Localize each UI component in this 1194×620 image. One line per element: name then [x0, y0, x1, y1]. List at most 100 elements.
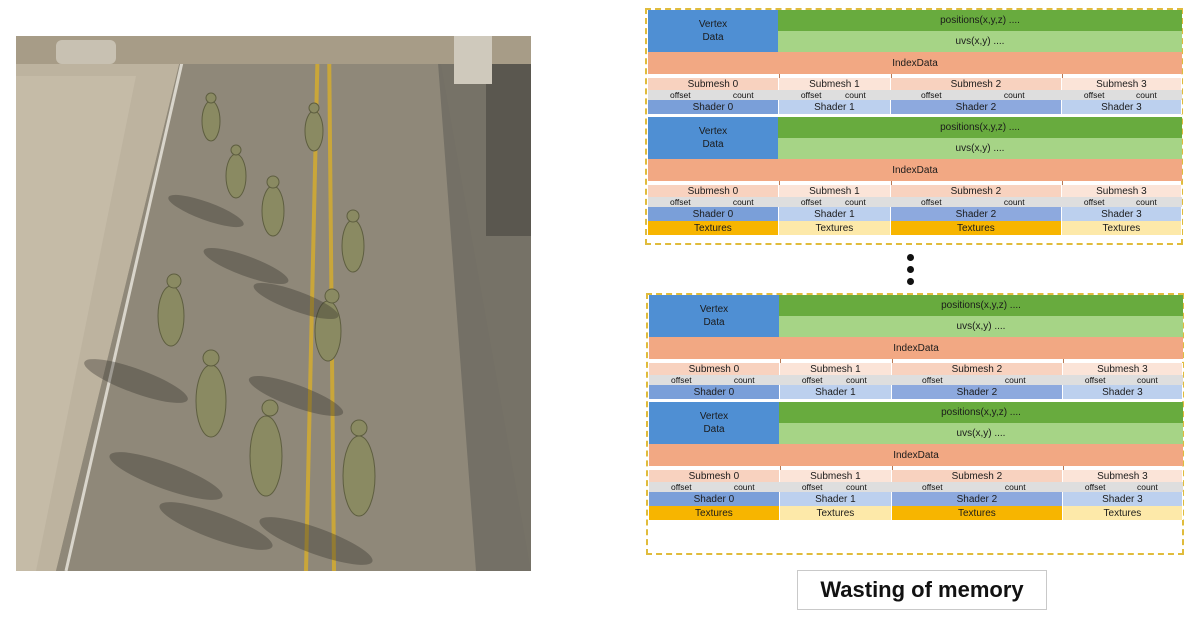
data-label: Data — [702, 32, 724, 43]
index-range-tick — [891, 359, 893, 365]
mesh-group: Vertex Data positions(x,y,z) .... uvs(x,y) … — [646, 293, 1184, 555]
count-label: count — [844, 90, 866, 100]
index-range-tick — [1061, 181, 1063, 187]
offset-label: offset — [921, 482, 943, 492]
vertex-data-cell: Vertex Data — [649, 295, 779, 337]
soldier-figure — [157, 273, 185, 347]
shader-cell: Shader 0 — [648, 207, 779, 221]
count-label: count — [844, 197, 866, 207]
index-range-tick — [779, 466, 781, 472]
shader-cell: Shader 1 — [779, 385, 892, 399]
textures-cell: Textures — [1062, 506, 1183, 520]
textures-cell: Textures — [649, 506, 780, 520]
submesh-cell: Submesh 0 — [649, 470, 780, 482]
submesh-cell: Submesh 1 — [778, 78, 891, 90]
count-label: count — [732, 197, 754, 207]
index-range-tick — [890, 181, 892, 187]
textures-cell: Textures — [648, 221, 779, 235]
offset-label: offset — [801, 482, 823, 492]
index-range-tick — [890, 74, 892, 80]
index-range-tick — [891, 466, 893, 472]
shader-cell: Shader 2 — [890, 207, 1062, 221]
submesh-cell: Submesh 0 — [648, 78, 779, 90]
vertex-label: Vertex — [699, 304, 729, 315]
index-range-tick — [778, 181, 780, 187]
count-label: count — [845, 482, 867, 492]
index-range-tick — [778, 74, 780, 80]
positions-cell: positions(x,y,z) .... — [778, 10, 1182, 31]
positions-cell: positions(x,y,z) .... — [779, 402, 1183, 423]
index-range-tick — [1061, 74, 1063, 80]
index-data-cell: IndexData — [648, 159, 1182, 181]
index-data-cell: IndexData — [649, 337, 1183, 359]
count-label: count — [1004, 482, 1026, 492]
vertex-label: Vertex — [698, 126, 728, 137]
submesh-cell: Submesh 2 — [891, 363, 1063, 375]
offset-label: offset — [671, 482, 692, 492]
soldier-figure — [225, 144, 247, 199]
submesh-cell: Submesh 3 — [1061, 185, 1182, 197]
vertex-label: Vertex — [699, 411, 729, 422]
offset-count-row: offset count offset count offset count offset c… — [648, 90, 1182, 100]
offset-label: offset — [1084, 482, 1106, 492]
uvs-cell: uvs(x,y) .... — [779, 423, 1183, 444]
count-label: count — [732, 90, 754, 100]
textures-cell: Textures — [891, 506, 1063, 520]
soldier-figure — [341, 209, 365, 273]
index-data-cell: IndexData — [648, 52, 1182, 74]
offset-label: offset — [800, 197, 822, 207]
offset-label: offset — [920, 90, 942, 100]
count-label: count — [1137, 482, 1158, 492]
count-label: count — [733, 375, 755, 385]
data-label: Data — [703, 317, 725, 328]
submesh-cell: Submesh 1 — [778, 185, 891, 197]
index-range-tick — [1062, 466, 1064, 472]
caption-box: Wasting of memory — [797, 570, 1047, 610]
data-label: Data — [702, 139, 724, 150]
soldier-figure — [342, 419, 376, 517]
mesh-group: Vertex Data positions(x,y,z) .... uvs(x,y) … — [645, 8, 1183, 245]
offset-label: offset — [1083, 197, 1105, 207]
soldier-figure — [249, 399, 283, 497]
textures-cell: Textures — [890, 221, 1062, 235]
textures-cell: Textures — [779, 506, 892, 520]
uvs-cell: uvs(x,y) .... — [778, 31, 1182, 52]
soldier-figure — [201, 92, 221, 142]
submesh-cell: Submesh 2 — [890, 78, 1062, 90]
offset-label: offset — [1084, 375, 1106, 385]
count-label: count — [1003, 197, 1025, 207]
count-label: count — [733, 482, 755, 492]
data-label: Data — [703, 424, 725, 435]
submesh-cell: Submesh 0 — [649, 363, 780, 375]
count-label: count — [1004, 375, 1026, 385]
count-label: count — [1136, 197, 1157, 207]
vertex-data-cell: Vertex Data — [649, 402, 779, 444]
count-label: count — [1003, 90, 1025, 100]
textures-cell: Textures — [1061, 221, 1182, 235]
soldiers-road-photo — [16, 36, 531, 571]
shader-cell: Shader 1 — [778, 207, 891, 221]
submesh-cell: Submesh 1 — [779, 363, 892, 375]
uvs-cell: uvs(x,y) .... — [778, 138, 1182, 159]
offset-label: offset — [670, 90, 691, 100]
index-data-cell: IndexData — [649, 444, 1183, 466]
soldier-figure — [261, 175, 285, 237]
positions-cell: positions(x,y,z) .... — [778, 117, 1182, 138]
shader-cell: Shader 3 — [1062, 492, 1183, 506]
shader-cell: Shader 1 — [778, 100, 891, 114]
shader-cell: Shader 2 — [890, 100, 1062, 114]
count-label: count — [1137, 375, 1158, 385]
count-label: count — [845, 375, 867, 385]
shader-cell: Shader 0 — [648, 100, 779, 114]
vertex-label: Vertex — [698, 19, 728, 30]
shader-cell: Shader 2 — [891, 385, 1063, 399]
submesh-cell: Submesh 1 — [779, 470, 892, 482]
positions-cell: positions(x,y,z) .... — [779, 295, 1183, 316]
shader-cell: Shader 2 — [891, 492, 1063, 506]
submesh-cell: Submesh 2 — [890, 185, 1062, 197]
submesh-cell: Submesh 3 — [1061, 78, 1182, 90]
offset-count-row: offset count offset count offset count offset c… — [649, 482, 1183, 492]
vertex-data-cell: Vertex Data — [648, 10, 778, 52]
shader-cell: Shader 3 — [1061, 207, 1182, 221]
offset-label: offset — [671, 375, 692, 385]
